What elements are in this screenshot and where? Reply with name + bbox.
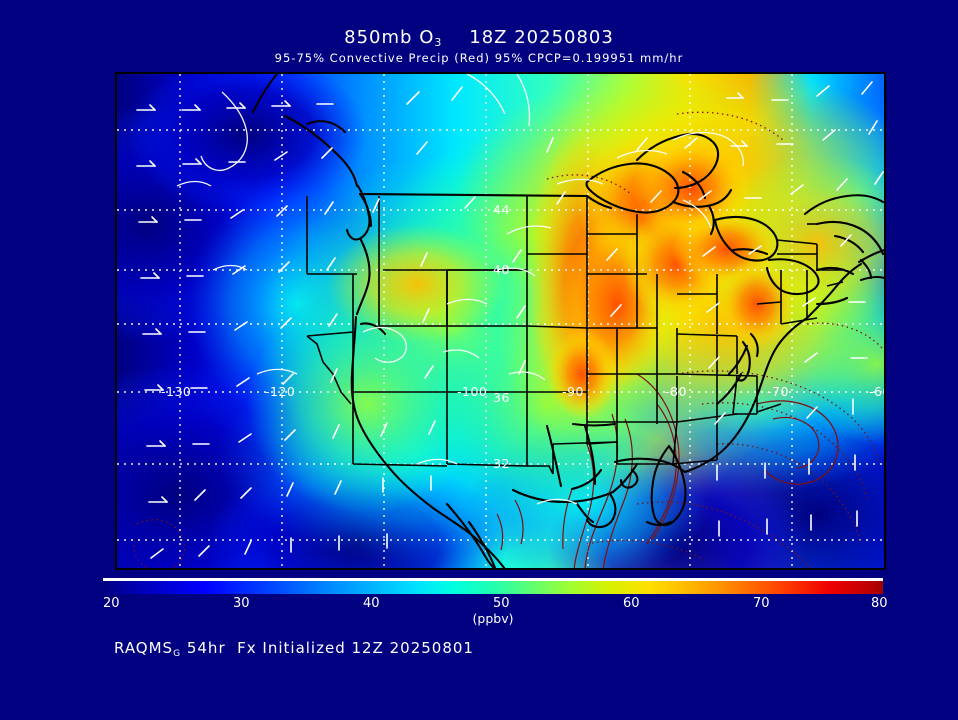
colorbar-tick-70: 70 bbox=[753, 596, 770, 611]
colorbar-tick-80: 80 bbox=[871, 596, 888, 611]
caption-rest: 54hr Fx Initialized 12Z 20250801 bbox=[181, 639, 474, 657]
colorbar-tick-30: 30 bbox=[233, 596, 250, 611]
colorbar-gradient bbox=[103, 581, 883, 594]
ozone-contours bbox=[176, 74, 744, 505]
map-inner: -130 -120 -100 -90 -80 -70 -60 44 40 36 … bbox=[117, 74, 884, 568]
wind-barbs bbox=[136, 81, 884, 559]
colorbar-tick-50: 50 bbox=[493, 596, 510, 611]
colorbar-tick-60: 60 bbox=[623, 596, 640, 611]
colorbar[interactable]: 20 30 40 50 60 70 80 (ppbv) bbox=[103, 578, 888, 626]
map-panel[interactable]: -130 -120 -100 -90 -80 -70 -60 44 40 36 … bbox=[115, 72, 886, 570]
colorbar-tick-40: 40 bbox=[363, 596, 380, 611]
figure-subtitle: 95-75% Convective Precip (Red) 95% CPCP=… bbox=[274, 51, 684, 65]
caption-model: RAQMSG bbox=[114, 639, 182, 659]
title-species-subscript: 3 bbox=[434, 36, 443, 49]
title-species: O3 bbox=[419, 27, 443, 49]
title-level: 850mb bbox=[344, 27, 413, 48]
title-time: 18Z 20250803 bbox=[469, 27, 614, 48]
colorbar-unit-label: (ppbv) bbox=[472, 611, 514, 626]
caption-model-subscript: G bbox=[173, 649, 182, 659]
state-boundaries bbox=[306, 196, 844, 475]
figure-title: 850mb O3 18Z 20250803 bbox=[0, 27, 958, 49]
colorbar-top-rule bbox=[103, 578, 883, 581]
colorbar-tick-20: 20 bbox=[103, 596, 120, 611]
figure-caption: RAQMSG 54hr Fx Initialized 12Z 20250801 bbox=[114, 639, 474, 659]
coastlines-and-borders bbox=[251, 74, 884, 568]
